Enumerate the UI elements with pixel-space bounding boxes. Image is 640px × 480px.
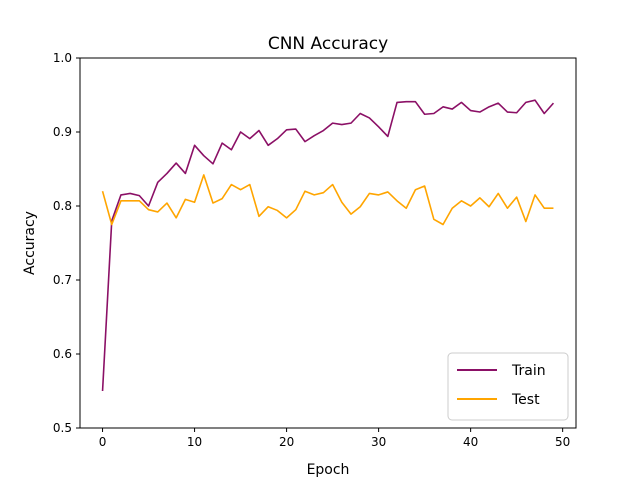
x-tick-label: 40 [463, 435, 478, 449]
y-tick-label: 1.0 [53, 51, 72, 65]
chart-title: CNN Accuracy [268, 34, 388, 54]
y-tick-label: 0.8 [53, 199, 72, 213]
x-axis-title: Epoch [307, 462, 350, 478]
x-tick-label: 30 [371, 435, 386, 449]
y-axis-title: Accuracy [22, 211, 38, 275]
legend-label-test: Test [511, 392, 540, 408]
x-tick-label: 50 [555, 435, 570, 449]
y-tick-label: 0.6 [53, 347, 72, 361]
y-axis: 0.5 0.6 0.7 0.8 0.9 1.0 [53, 51, 80, 435]
y-tick-label: 0.7 [53, 273, 72, 287]
x-tick-label: 0 [99, 435, 107, 449]
legend-label-train: Train [511, 363, 546, 379]
series-layer [101, 99, 555, 392]
legend-box [447, 352, 569, 421]
legend: Train Test [447, 352, 569, 421]
x-tick-label: 20 [279, 435, 294, 449]
y-tick-label: 0.5 [53, 421, 72, 435]
y-tick-label: 0.9 [53, 125, 72, 139]
plot-frame [79, 57, 577, 429]
series-line-test [101, 174, 554, 226]
x-axis: 0 10 20 30 40 50 [99, 428, 570, 449]
plot-area [79, 57, 577, 429]
x-tick-label: 10 [187, 435, 202, 449]
series-line-train [101, 99, 555, 392]
